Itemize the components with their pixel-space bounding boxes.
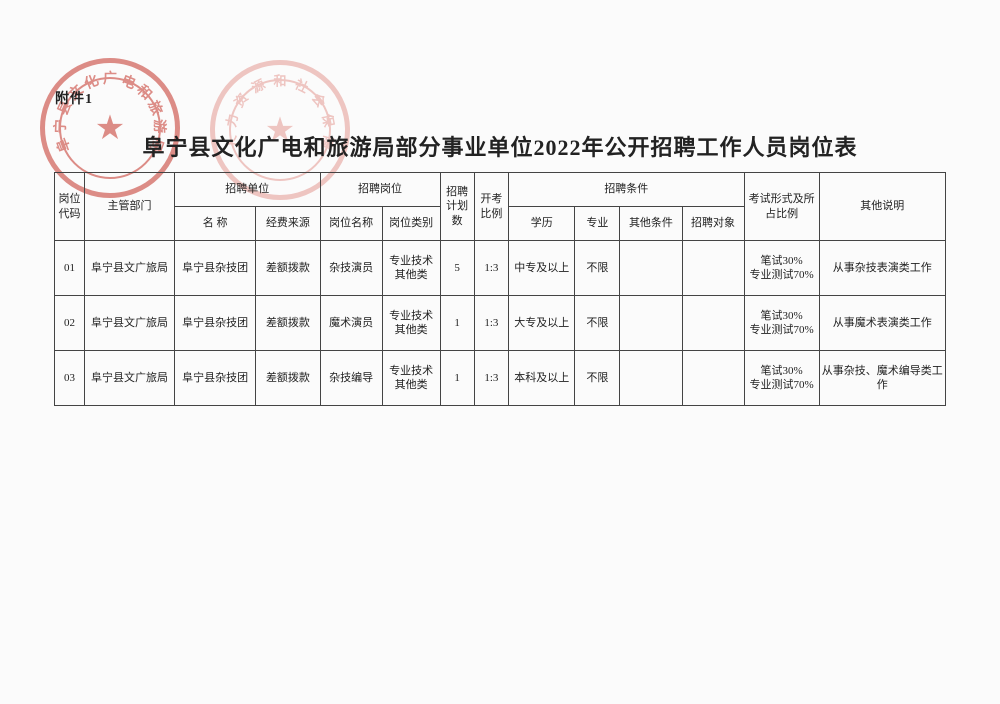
- col-cond-target: 招聘对象: [682, 207, 744, 241]
- table-cell: 1:3: [474, 241, 508, 296]
- table-cell: 笔试30%专业测试70%: [744, 241, 819, 296]
- table-row: 03阜宁县文广旅局阜宁县杂技团差额拨款杂技编导专业技术其他类11:3本科及以上不…: [55, 351, 946, 406]
- col-ratio: 开考比例: [474, 173, 508, 241]
- table-cell: [620, 351, 682, 406]
- table-cell: 专业技术其他类: [382, 351, 440, 406]
- table-cell: 02: [55, 296, 85, 351]
- table-cell: 阜宁县杂技团: [174, 296, 255, 351]
- table-cell: 从事杂技、魔术编导类工作: [819, 351, 945, 406]
- table-cell: 魔术演员: [320, 296, 382, 351]
- table-cell: 杂技演员: [320, 241, 382, 296]
- table-row: 01阜宁县文广旅局阜宁县杂技团差额拨款杂技演员专业技术其他类51:3中专及以上不…: [55, 241, 946, 296]
- table-cell: 笔试30%专业测试70%: [744, 296, 819, 351]
- seal-char: 资: [229, 89, 252, 111]
- table-cell: 01: [55, 241, 85, 296]
- col-unit-fund: 经费来源: [256, 207, 320, 241]
- table-cell: 5: [440, 241, 474, 296]
- col-cond-edu: 学历: [509, 207, 575, 241]
- table-cell: 03: [55, 351, 85, 406]
- table-cell: 阜宁县杂技团: [174, 351, 255, 406]
- seal-char: 和: [273, 71, 286, 90]
- seal-char: 保: [318, 112, 339, 128]
- table-cell: 1: [440, 296, 474, 351]
- table-cell: [682, 241, 744, 296]
- table-cell: 阜宁县文广旅局: [84, 296, 174, 351]
- table-cell: 笔试30%专业测试70%: [744, 351, 819, 406]
- col-post-cat: 岗位类别: [382, 207, 440, 241]
- attachment-label: 附件1: [55, 88, 93, 108]
- table-cell: 阜宁县文广旅局: [84, 351, 174, 406]
- col-post-group: 招聘岗位: [320, 173, 440, 207]
- table-cell: 不限: [575, 241, 620, 296]
- col-plan: 招聘计划数: [440, 173, 474, 241]
- table-cell: 差额拨款: [256, 241, 320, 296]
- table-cell: 杂技编导: [320, 351, 382, 406]
- col-cond-group: 招聘条件: [509, 173, 745, 207]
- table-cell: [682, 351, 744, 406]
- table-body: 01阜宁县文广旅局阜宁县杂技团差额拨款杂技演员专业技术其他类51:3中专及以上不…: [55, 241, 946, 406]
- table-cell: 1:3: [474, 351, 508, 406]
- table-cell: 差额拨款: [256, 351, 320, 406]
- positions-table-wrapper: 岗位代码 主管部门 招聘单位 招聘岗位 招聘计划数 开考比例 招聘条件 考试形式…: [54, 172, 946, 406]
- col-dept: 主管部门: [84, 173, 174, 241]
- table-cell: 1:3: [474, 296, 508, 351]
- table-row: 02阜宁县文广旅局阜宁县杂技团差额拨款魔术演员专业技术其他类11:3大专及以上不…: [55, 296, 946, 351]
- col-cond-major: 专业: [575, 207, 620, 241]
- table-cell: 阜宁县杂技团: [174, 241, 255, 296]
- col-unit-name: 名 称: [174, 207, 255, 241]
- col-cond-other: 其他条件: [620, 207, 682, 241]
- table-cell: 差额拨款: [256, 296, 320, 351]
- seal-char: 会: [308, 89, 331, 111]
- seal-char: 广: [103, 68, 117, 88]
- table-cell: 专业技术其他类: [382, 241, 440, 296]
- table-cell: [620, 296, 682, 351]
- table-cell: 中专及以上: [509, 241, 575, 296]
- col-unit-group: 招聘单位: [174, 173, 320, 207]
- col-code: 岗位代码: [55, 173, 85, 241]
- table-cell: [620, 241, 682, 296]
- table-cell: 1: [440, 351, 474, 406]
- positions-table: 岗位代码 主管部门 招聘单位 招聘岗位 招聘计划数 开考比例 招聘条件 考试形式…: [54, 172, 946, 406]
- col-post-name: 岗位名称: [320, 207, 382, 241]
- table-header: 岗位代码 主管部门 招聘单位 招聘岗位 招聘计划数 开考比例 招聘条件 考试形式…: [55, 173, 946, 241]
- table-cell: [682, 296, 744, 351]
- table-cell: 阜宁县文广旅局: [84, 241, 174, 296]
- seal-char: 社: [292, 74, 312, 97]
- table-cell: 从事杂技表演类工作: [819, 241, 945, 296]
- page-title: 阜宁县文化广电和旅游局部分事业单位2022年公开招聘工作人员岗位表: [0, 130, 1000, 162]
- table-cell: 不限: [575, 296, 620, 351]
- col-exam: 考试形式及所占比例: [744, 173, 819, 241]
- scanned-page: ★ 阜宁县文化广电和旅游局 ★ 人力资源和社会保障 附件1 阜宁县文化广电和旅游…: [0, 0, 1000, 704]
- table-cell: 大专及以上: [509, 296, 575, 351]
- table-cell: 不限: [575, 351, 620, 406]
- seal-char: 力: [220, 112, 241, 128]
- col-note: 其他说明: [819, 173, 945, 241]
- table-cell: 本科及以上: [509, 351, 575, 406]
- seal-char: 旅: [144, 97, 168, 118]
- table-cell: 从事魔术表演类工作: [819, 296, 945, 351]
- table-cell: 专业技术其他类: [382, 296, 440, 351]
- seal-char: 源: [248, 74, 268, 97]
